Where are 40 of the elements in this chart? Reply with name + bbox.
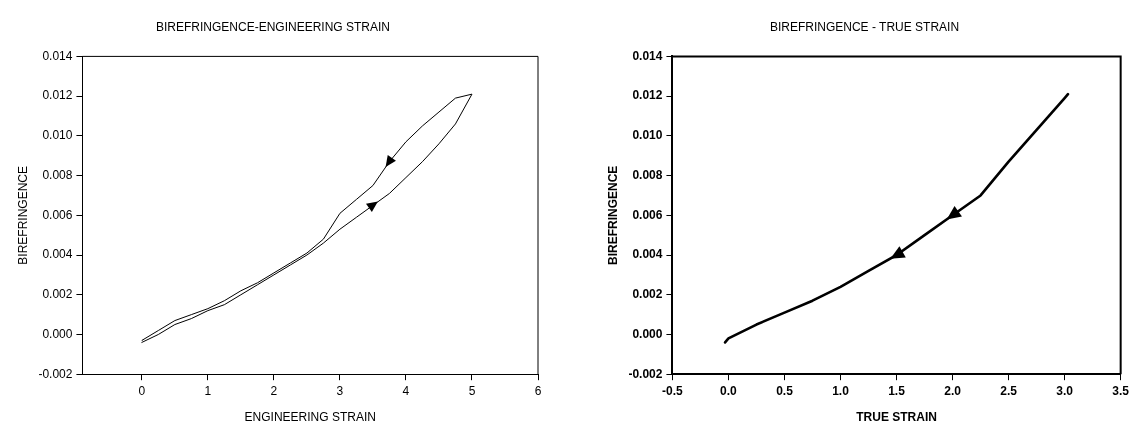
y-tick-label: 0.008 [42, 167, 73, 182]
x-tick-label: 0.0 [720, 383, 738, 398]
y-tick-label: 0.000 [632, 326, 663, 341]
y-tick-label: 0.000 [42, 326, 73, 341]
y-tick-label: 0.006 [632, 207, 663, 222]
y-tick-label: 0.010 [632, 128, 663, 143]
x-tick-label: 3 [336, 383, 344, 398]
y-tick-label: -0.002 [628, 366, 663, 381]
y-tick-label: 0.008 [632, 167, 663, 182]
y-tick-label: 0.002 [632, 287, 663, 302]
x-tick-label: 2.0 [944, 383, 962, 398]
x-tick-label: 0 [138, 383, 146, 398]
x-tick-label: 1 [204, 383, 212, 398]
x-tick-label: -0.5 [662, 383, 684, 398]
y-tick-label: 0.002 [42, 287, 73, 302]
y-tick-label: 0.006 [42, 207, 73, 222]
chart-title: BIREFRINGENCE - TRUE STRAIN [769, 19, 960, 34]
y-tick-label: 0.014 [632, 48, 663, 63]
x-tick-label: 4 [402, 383, 410, 398]
x-tick-label: 0.5 [776, 383, 794, 398]
x-tick-label: 5 [468, 383, 476, 398]
y-axis-title: BIREFRINGENCE [605, 165, 620, 265]
y-tick-label: 0.012 [42, 88, 73, 103]
x-tick-label: 2 [270, 383, 278, 398]
x-tick-label: 3.0 [1056, 383, 1074, 398]
y-tick-label: 0.012 [632, 88, 663, 103]
x-tick-label: 1.5 [888, 383, 906, 398]
x-tick-label: 6 [534, 383, 542, 398]
x-tick-label: 3.5 [1112, 383, 1130, 398]
chart-title: BIREFRINGENCE-ENGINEERING STRAIN [155, 19, 391, 34]
y-tick-label: -0.002 [38, 366, 73, 381]
y-tick-label: 0.004 [42, 247, 73, 262]
x-tick-label: 2.5 [1000, 383, 1018, 398]
y-tick-label: 0.014 [42, 48, 73, 63]
y-tick-label: 0.004 [632, 247, 663, 262]
y-axis-title: BIREFRINGENCE [15, 165, 30, 265]
y-tick-label: 0.010 [42, 128, 73, 143]
x-tick-label: 1.0 [832, 383, 850, 398]
x-axis-title: ENGINEERING STRAIN [244, 410, 376, 425]
x-axis-title: TRUE STRAIN [856, 410, 937, 425]
